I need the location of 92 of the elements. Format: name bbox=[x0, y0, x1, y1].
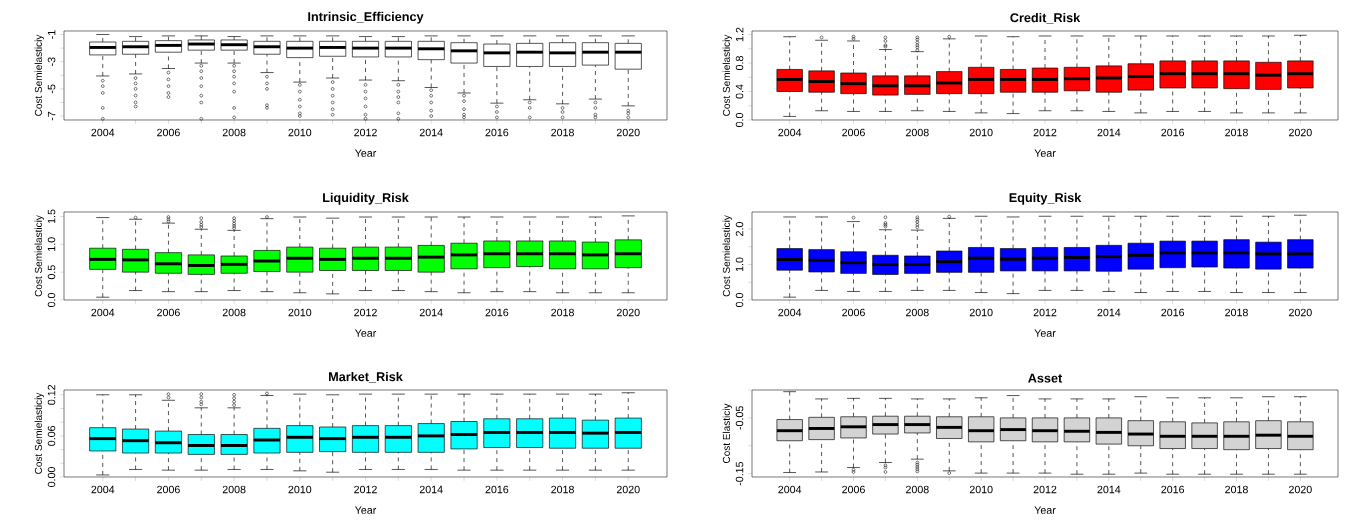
x-tick-label: 2010 bbox=[288, 128, 312, 137]
y-tick-label: 0.06 bbox=[47, 425, 56, 446]
x-tick-label: 2018 bbox=[551, 485, 574, 494]
x-tick-label: 2018 bbox=[551, 128, 574, 137]
y-axis-title: Cost Elasticiy bbox=[722, 403, 732, 463]
y-tick-label: 0.0 bbox=[47, 293, 56, 307]
x-axis-title: Year bbox=[354, 149, 377, 157]
x-tick-label: 2008 bbox=[222, 485, 246, 494]
y-tick-label: 1.5 bbox=[47, 209, 56, 224]
x-axis-title: Year bbox=[354, 506, 377, 514]
x-tick-label: 2010 bbox=[969, 308, 993, 317]
y-axis-title: Cost Semielasticiy bbox=[34, 215, 44, 297]
x-tick-label: 2018 bbox=[1225, 128, 1248, 137]
chart-title: Intrinsic_Efficiency bbox=[308, 11, 424, 24]
x-tick-label: 2012 bbox=[1033, 308, 1057, 317]
x-tick-label: 2018 bbox=[1225, 485, 1248, 494]
y-tick-label: 0.5 bbox=[47, 265, 56, 280]
x-axis-title: Year bbox=[1034, 149, 1056, 157]
x-tick-label: 2010 bbox=[969, 485, 993, 494]
x-tick-label: 2008 bbox=[906, 308, 929, 317]
x-tick-label: 2016 bbox=[485, 128, 509, 137]
y-tick-label: 0.4 bbox=[735, 84, 744, 99]
x-tick-label: 2010 bbox=[288, 485, 312, 494]
y-tick-label: 1.0 bbox=[735, 257, 744, 272]
x-tick-label: 2012 bbox=[1033, 128, 1057, 137]
y-tick-label: 2.0 bbox=[735, 222, 744, 236]
x-tick-label: 2020 bbox=[616, 308, 640, 317]
x-tick-label: 2016 bbox=[485, 485, 509, 494]
x-tick-label: 2006 bbox=[842, 128, 865, 137]
x-axis-title: Year bbox=[1034, 506, 1056, 514]
y-axis-title: Cost Semielasticiy bbox=[722, 215, 732, 297]
x-tick-label: 2006 bbox=[157, 485, 180, 494]
x-tick-label: 2018 bbox=[1225, 308, 1248, 317]
x-tick-label: 2004 bbox=[91, 485, 115, 494]
chart-title: Market_Risk bbox=[329, 371, 403, 383]
x-tick-label: 2016 bbox=[1161, 128, 1185, 137]
y-tick-label: -1 bbox=[47, 30, 56, 39]
x-tick-label: 2006 bbox=[842, 485, 865, 494]
x-tick-label: 2020 bbox=[616, 128, 640, 137]
x-tick-label: 2016 bbox=[485, 308, 509, 317]
x-tick-label: 2016 bbox=[1161, 485, 1185, 494]
x-tick-label: 2014 bbox=[1097, 308, 1121, 317]
x-tick-label: 2012 bbox=[354, 128, 377, 137]
x-tick-label: 2008 bbox=[906, 485, 929, 494]
x-tick-label: 2012 bbox=[354, 308, 377, 317]
chart-title: Asset bbox=[1028, 373, 1063, 383]
x-tick-label: 2004 bbox=[778, 308, 802, 317]
y-axis-title: Cost Semielasticiy bbox=[34, 34, 44, 116]
x-tick-label: 2006 bbox=[157, 308, 180, 317]
x-tick-label: 2004 bbox=[91, 308, 115, 317]
y-tick-label: 1.2 bbox=[735, 27, 744, 42]
y-tick-label: 0.12 bbox=[47, 384, 56, 405]
x-tick-label: 2004 bbox=[778, 485, 802, 494]
x-axis-title: Year bbox=[354, 329, 377, 337]
y-axis-title: Cost Semielasticiy bbox=[34, 392, 44, 474]
x-tick-label: 2020 bbox=[616, 485, 640, 494]
x-tick-label: 2006 bbox=[842, 308, 865, 317]
x-tick-label: 2012 bbox=[354, 485, 377, 494]
y-tick-label: 0.0 bbox=[735, 112, 744, 127]
y-tick-label: -7 bbox=[47, 111, 56, 121]
y-tick-label: -0.15 bbox=[735, 461, 744, 486]
x-tick-label: 2014 bbox=[1097, 485, 1121, 494]
x-tick-label: 2014 bbox=[419, 128, 443, 137]
y-axis-title: Cost Semielasticiy bbox=[722, 34, 732, 116]
y-tick-label: 0.8 bbox=[735, 56, 744, 71]
x-tick-label: 2020 bbox=[1289, 308, 1312, 317]
x-tick-label: 2008 bbox=[906, 128, 929, 137]
x-tick-label: 2014 bbox=[419, 485, 443, 494]
x-tick-label: 2014 bbox=[419, 308, 443, 317]
x-tick-label: 2008 bbox=[222, 128, 246, 137]
y-tick-label: -3 bbox=[47, 57, 56, 66]
y-tick-label: -0.05 bbox=[735, 406, 744, 430]
x-tick-label: 2012 bbox=[1033, 485, 1057, 494]
x-tick-label: 2018 bbox=[551, 308, 574, 317]
chart-title: Liquidity_Risk bbox=[323, 192, 409, 205]
y-tick-label: 1.0 bbox=[47, 237, 56, 251]
x-tick-label: 2016 bbox=[1161, 308, 1185, 317]
x-tick-label: 2004 bbox=[91, 128, 115, 137]
x-tick-label: 2006 bbox=[157, 128, 180, 137]
x-tick-label: 2010 bbox=[969, 128, 993, 137]
x-tick-label: 2020 bbox=[1289, 485, 1312, 494]
y-tick-label: -5 bbox=[47, 84, 56, 94]
x-tick-label: 2020 bbox=[1289, 128, 1312, 137]
x-tick-label: 2008 bbox=[222, 308, 246, 317]
y-tick-label: 0.0 bbox=[735, 293, 744, 307]
x-tick-label: 2014 bbox=[1097, 128, 1121, 137]
y-tick-label: 0.00 bbox=[47, 467, 56, 487]
chart-title: Equity_Risk bbox=[1009, 192, 1082, 205]
x-tick-label: 2010 bbox=[288, 308, 312, 317]
x-axis-title: Year bbox=[1034, 329, 1056, 337]
chart-title: Credit_Risk bbox=[1010, 12, 1081, 24]
x-tick-label: 2004 bbox=[778, 128, 802, 137]
